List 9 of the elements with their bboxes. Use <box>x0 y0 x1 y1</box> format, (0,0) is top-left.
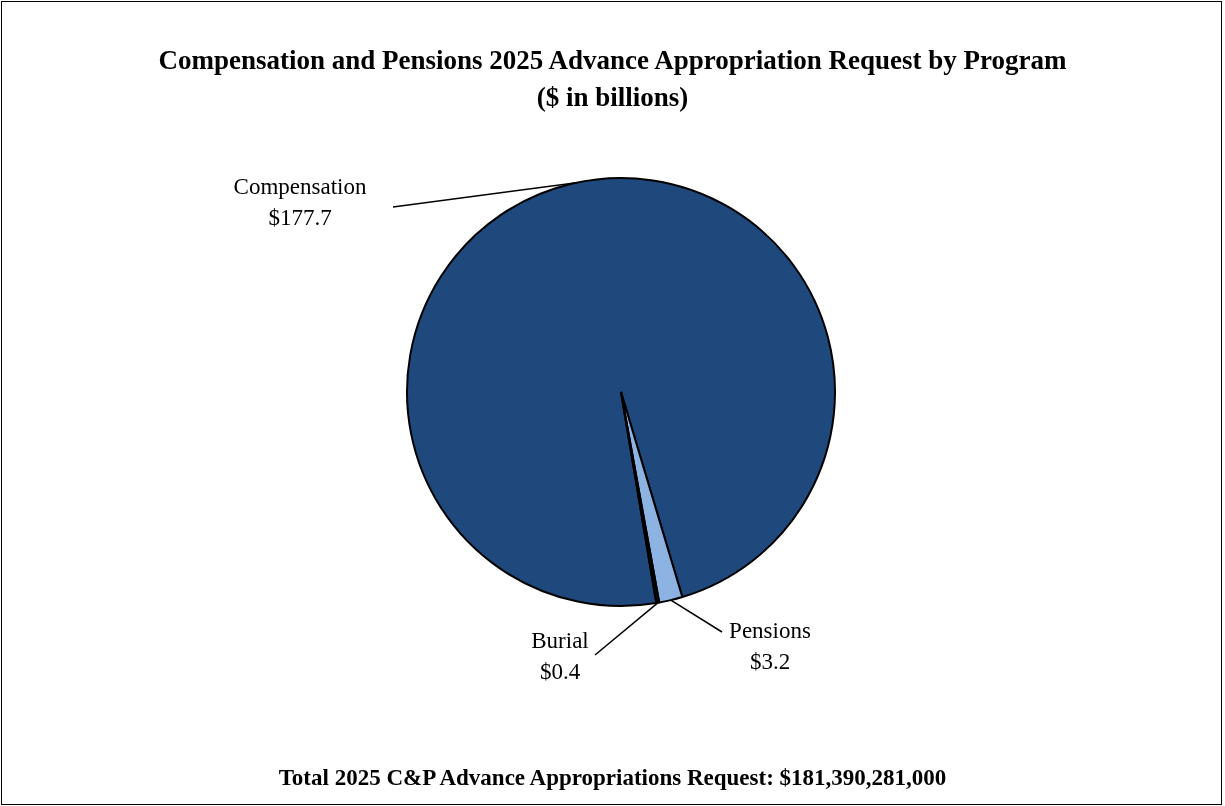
slice-label: Burial <box>531 628 589 654</box>
chart-subtitle: ($ in billions) <box>535 82 690 113</box>
slice-label: Compensation <box>233 174 367 200</box>
data-label: $0.4 <box>539 659 581 685</box>
data-label: $177.7 <box>268 205 332 231</box>
text: Total 2025 C&P Advance Appropriations Request: $181,390,281,000 <box>277 765 948 791</box>
data-label: $3.2 <box>749 649 791 675</box>
slice-label: Pensions <box>729 618 811 644</box>
chart-title: Compensation and Pensions 2025 Advance Appropriation Request by Program <box>157 45 1068 76</box>
